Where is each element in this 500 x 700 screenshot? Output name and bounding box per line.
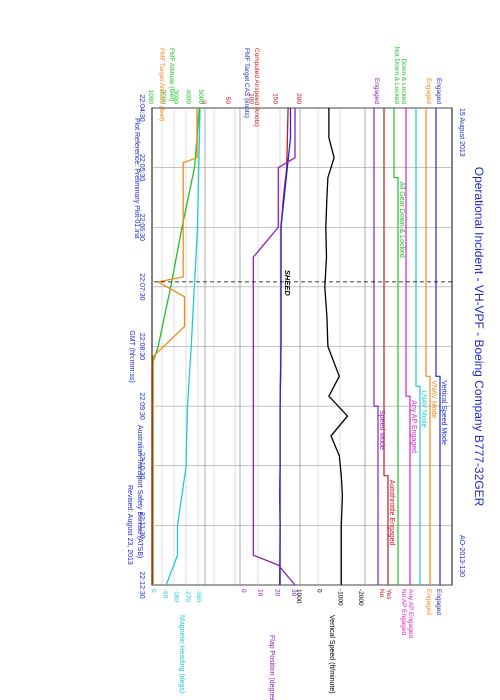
heading-scale-label: Magnetic Heading (degs): [178, 615, 185, 693]
plot-date: 15 August 2013: [458, 108, 465, 157]
vnav-left-label: Engaged: [425, 78, 432, 104]
series-fmf-target-altitude: [152, 108, 198, 585]
time-tick-label: 22:10:30: [138, 452, 145, 479]
series-flap-position: [252, 108, 296, 586]
vertical-speed-tick-label: -2000: [357, 589, 364, 606]
heading-tick-label: -360: [195, 589, 202, 602]
discrete-vnav: [425, 108, 431, 585]
altitude-scale-label-1: FMF Altitude (feet): [168, 48, 175, 101]
time-tick-label: 22:09:30: [138, 393, 145, 420]
flap-tick-label: 10: [257, 589, 264, 597]
discrete-vs-mode: [435, 108, 441, 585]
discrete-label-speed-mode: Speed Mode: [378, 410, 385, 450]
flap-scale-label: Flap Position (degrees): [268, 635, 275, 700]
heading-tick-label: -270: [184, 589, 191, 602]
revised-date: Revised: August 23, 2013: [126, 485, 133, 565]
altitude-tick-label: 3000: [172, 90, 179, 105]
series-fmf-target-cas: [279, 108, 292, 585]
series-magnetic-heading: [165, 107, 201, 586]
flap-tick-label: 30: [290, 589, 297, 597]
autothrottle-no-label: No: [378, 589, 385, 598]
heading-tick-label: -180: [173, 589, 180, 602]
discrete-lnav: [415, 108, 421, 585]
series-layer: [152, 107, 452, 586]
any-ap-top-label-2: No AP Engaged: [400, 589, 407, 636]
time-tick-label: 22:06:30: [138, 214, 145, 241]
altitude-scale-label-2: FMF Target Altitude (feet): [158, 48, 165, 121]
vs-mode-left-label: Engaged: [435, 78, 442, 104]
plot-reference: Plot Reference: Preliminary Plot-01.ina: [133, 118, 140, 239]
discrete-label-vnav: VNAV Mode: [430, 380, 437, 418]
labels-layer: 22:04:30 22:05:30 22:06:30 22:07:30 22:08:30…: [126, 47, 486, 700]
discrete-label-vs-mode: Vertical Speed Mode: [440, 380, 447, 445]
discrete-autothrottle: [383, 108, 389, 585]
discrete-label-lnav: LNAV Mode: [420, 390, 427, 427]
time-tick-label: 22:07:30: [138, 273, 145, 300]
discrete-label-gear: All Gear Down & Locked: [398, 182, 405, 258]
discrete-any-ap: [405, 108, 411, 585]
altitude-tick-label: 4000: [185, 90, 192, 105]
flap-tick-label: 0: [240, 589, 247, 593]
gear-left-label-2: Down & Locked: [400, 58, 407, 104]
series-vertical-speed: [324, 108, 349, 585]
gear-left-label-1: Not Down & Locked: [393, 47, 400, 105]
time-tick-label: 22:12:30: [138, 571, 145, 598]
altitude-tick-label: 1000: [147, 90, 154, 105]
airspeed-scale-label-2: FMF Target CAS (knots): [243, 48, 250, 118]
discrete-gear: [393, 108, 399, 585]
atsb-label: Australian Transport Safety Bureau (ATSB…: [136, 425, 143, 558]
airspeed-tick-label: 100: [248, 93, 255, 104]
any-ap-top-label-1: Any AP Engaged: [407, 589, 414, 638]
vertical-speed-tick-label: 1000: [295, 589, 302, 604]
discrete-speed-mode: [373, 108, 379, 585]
time-tick-label: 22:04:30: [138, 94, 145, 121]
vertical-speed-tick-label: -1000: [336, 589, 343, 606]
discrete-label-any-ap: Any AP Engaged: [410, 400, 417, 453]
plot-title: Operational Incident - VH-VPF - Boeing C…: [472, 167, 486, 507]
time-tick-label: 22:05:30: [138, 154, 145, 181]
airspeed-tick-label: 50: [224, 97, 231, 105]
plot-grid: [151, 107, 453, 586]
altitude-tick-label: 5000: [197, 90, 204, 105]
vs-mode-top-label: Engaged: [435, 589, 442, 615]
altitude-tick-label: 2000: [160, 90, 167, 105]
discrete-label-autothrottle: Autothrottle Engaged: [388, 480, 395, 546]
speed-mode-left-label: Engaged: [373, 78, 380, 104]
airspeed-scale-label-1: Computed Airspeed (knots): [253, 48, 260, 127]
autothrottle-yes-label: Yes: [385, 589, 392, 600]
time-tick-label: 22:08:30: [138, 333, 145, 360]
airspeed-tick-label: 0: [200, 100, 207, 104]
vs-scale-label: Vertical Speed (ft/minute): [328, 615, 335, 694]
report-id: AO-2013-130: [458, 535, 465, 577]
vnav-top-label: Engaged: [425, 589, 432, 615]
vertical-speed-tick-label: 0: [316, 589, 323, 593]
airspeed-tick-label: 150: [271, 93, 278, 104]
flap-tick-label: 20: [273, 589, 280, 597]
heading-tick-label: 0: [150, 589, 157, 593]
airspeed-tick-label: 200: [295, 93, 302, 104]
heading-tick-label: -90: [161, 589, 168, 599]
time-tick-label: 22:11:30: [138, 512, 145, 539]
sheed-annotation: SHEED: [283, 270, 292, 296]
time-axis-label: GMT (hh:mm:ss): [128, 330, 135, 382]
